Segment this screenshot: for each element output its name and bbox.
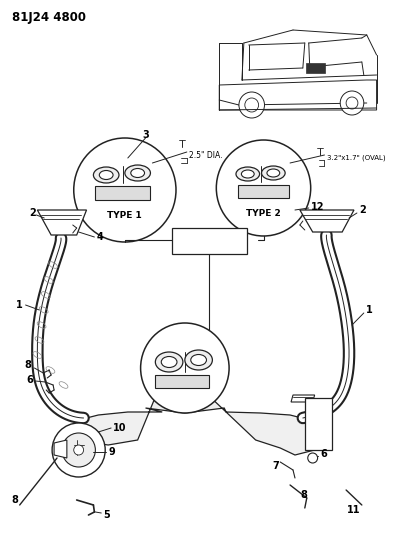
Text: TYPE 2: TYPE 2 bbox=[246, 209, 281, 219]
Circle shape bbox=[239, 92, 264, 118]
Text: 3: 3 bbox=[142, 130, 149, 140]
Ellipse shape bbox=[131, 168, 144, 177]
Bar bbox=[306, 63, 326, 73]
Ellipse shape bbox=[94, 167, 119, 183]
Circle shape bbox=[62, 433, 95, 467]
Bar bbox=[238, 185, 289, 198]
Circle shape bbox=[216, 140, 311, 236]
Ellipse shape bbox=[161, 357, 177, 367]
Text: 81J24 4800: 81J24 4800 bbox=[12, 12, 86, 25]
Polygon shape bbox=[74, 373, 324, 455]
Circle shape bbox=[308, 453, 318, 463]
Text: 1: 1 bbox=[16, 300, 23, 310]
Polygon shape bbox=[219, 80, 376, 110]
Circle shape bbox=[245, 98, 258, 112]
Text: 2: 2 bbox=[29, 208, 36, 218]
Polygon shape bbox=[291, 395, 315, 402]
Text: 10: 10 bbox=[113, 423, 126, 433]
Circle shape bbox=[340, 91, 364, 115]
Text: 8: 8 bbox=[300, 490, 307, 500]
Text: 6: 6 bbox=[26, 375, 33, 385]
Circle shape bbox=[74, 138, 176, 242]
Ellipse shape bbox=[267, 169, 280, 177]
Bar bbox=[95, 186, 150, 200]
Polygon shape bbox=[300, 210, 354, 232]
Text: 2: 2 bbox=[359, 205, 366, 215]
Bar bbox=[172, 228, 247, 254]
Ellipse shape bbox=[185, 350, 212, 370]
Circle shape bbox=[346, 97, 358, 109]
Ellipse shape bbox=[155, 352, 183, 372]
Text: 1: 1 bbox=[366, 305, 372, 315]
Text: 8: 8 bbox=[24, 360, 31, 370]
Text: 5: 5 bbox=[103, 510, 110, 520]
Text: 12: 12 bbox=[311, 202, 324, 212]
Text: 8: 8 bbox=[11, 495, 18, 505]
Ellipse shape bbox=[236, 167, 260, 181]
Bar bbox=[155, 375, 210, 388]
Text: 2.5" DIA.: 2.5" DIA. bbox=[189, 151, 222, 160]
Polygon shape bbox=[37, 210, 86, 235]
Ellipse shape bbox=[241, 170, 254, 178]
Polygon shape bbox=[54, 440, 67, 458]
Circle shape bbox=[52, 423, 105, 477]
Text: 9: 9 bbox=[108, 447, 115, 457]
Text: 4: 4 bbox=[96, 232, 103, 242]
Circle shape bbox=[141, 323, 229, 413]
Ellipse shape bbox=[191, 354, 206, 366]
Text: 3.2"x1.7" (OVAL): 3.2"x1.7" (OVAL) bbox=[328, 155, 386, 161]
Ellipse shape bbox=[125, 165, 150, 181]
Text: 6: 6 bbox=[320, 449, 327, 459]
Bar bbox=[305, 398, 332, 450]
Text: TYPE 1: TYPE 1 bbox=[108, 212, 142, 221]
Ellipse shape bbox=[99, 171, 113, 180]
Ellipse shape bbox=[74, 445, 84, 455]
Text: 7: 7 bbox=[272, 461, 279, 471]
Ellipse shape bbox=[262, 166, 285, 180]
Text: 11: 11 bbox=[347, 505, 361, 515]
